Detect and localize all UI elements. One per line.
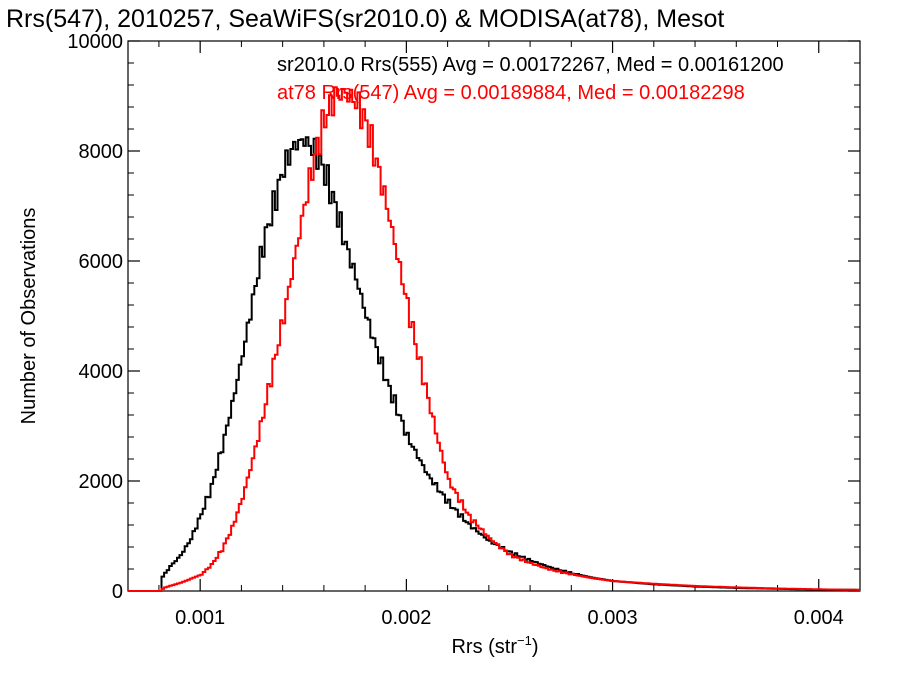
y-tick-label: 6000 <box>79 251 124 273</box>
chart-title: Rrs(547), 2010257, SeaWiFS(sr2010.0) & M… <box>6 5 724 33</box>
x-axis-label: Rrs (str−1) <box>451 633 538 658</box>
x-axis-label-close: ) <box>532 636 539 658</box>
y-tick-label: 4000 <box>79 361 124 383</box>
y-tick-label: 10000 <box>67 31 123 53</box>
plot-frame <box>127 40 861 592</box>
x-axis-label-main: Rrs (str <box>451 636 517 658</box>
y-tick-label: 8000 <box>79 141 124 163</box>
x-tick-label: 0.004 <box>794 607 844 629</box>
series-annotation-sr2010: sr2010.0 Rrs(555) Avg = 0.00172267, Med … <box>277 54 784 76</box>
series-annotation-at78: at78 Rrs(547) Avg = 0.00189884, Med = 0.… <box>277 82 745 104</box>
x-tick-label: 0.001 <box>175 607 225 629</box>
y-tick-label: 2000 <box>79 471 124 493</box>
y-axis-label: Number of Observations <box>18 208 40 425</box>
x-tick-label: 0.003 <box>588 607 638 629</box>
series-line-sr20100 <box>128 136 860 592</box>
x-axis: 0.001 0.002 0.003 0.004 <box>158 41 861 629</box>
y-axis: 0 2000 4000 6000 8000 10000 <box>67 31 860 603</box>
x-axis-label-sup: −1 <box>517 633 532 648</box>
x-tick-label: 0.002 <box>381 607 431 629</box>
series-line-at78 <box>128 86 860 592</box>
y-tick-label: 0 <box>112 581 123 603</box>
series-group <box>128 86 860 592</box>
